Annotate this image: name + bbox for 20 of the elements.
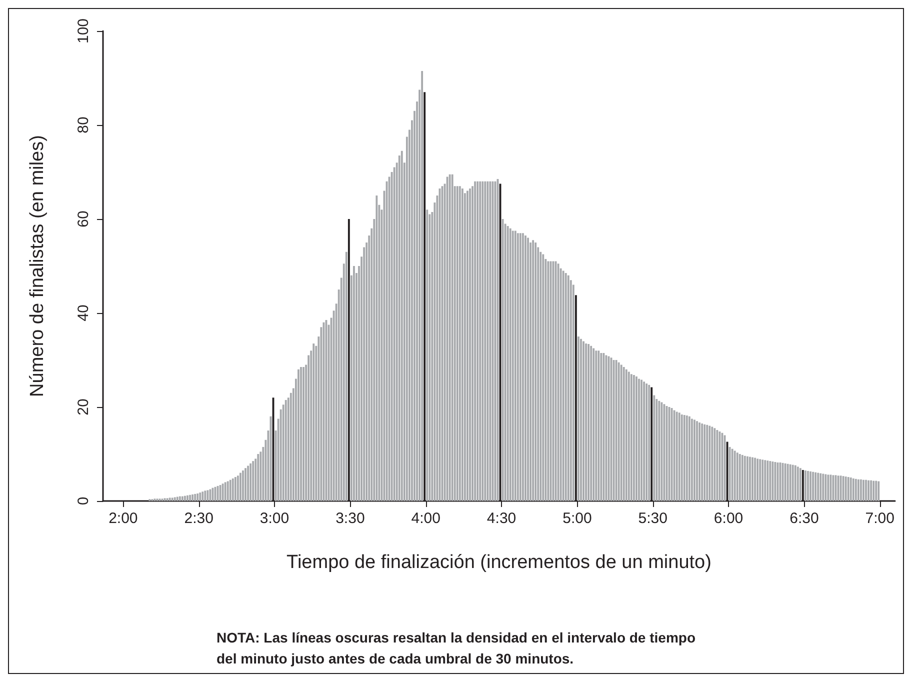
x-tick-label: 2:30	[184, 510, 214, 527]
x-tick-label: 2:00	[108, 510, 138, 527]
y-tick-label: 0	[75, 496, 92, 506]
x-tick-label: 6:30	[790, 510, 819, 527]
y-tick-label: 80	[75, 116, 92, 134]
x-axis-title: Tiempo de finalización (incrementos de un minuto)	[286, 552, 712, 573]
x-tick-label: 4:00	[411, 510, 440, 527]
y-tick-label: 20	[75, 398, 92, 416]
x-tick-label: 7:00	[865, 510, 894, 527]
y-tick-label: 100	[75, 18, 92, 44]
x-tick-label: 4:30	[486, 510, 516, 527]
x-tick-label: 5:00	[562, 510, 592, 527]
x-tick-label: 3:30	[336, 510, 365, 527]
x-tick-label: 5:30	[638, 510, 668, 527]
x-tick-label: 6:00	[714, 510, 744, 527]
y-tick-label: 40	[75, 304, 92, 322]
text: NOTA: Las líneas oscuras resaltan la densidad en el intervalo de tiempo del minuto justo antes de cada umbral de 30 minutos.	[216, 630, 696, 666]
y-tick-label: 60	[75, 210, 92, 228]
x-tick-label: 3:00	[260, 510, 290, 527]
y-axis-title: Número de finalistas (en miles)	[27, 135, 48, 397]
